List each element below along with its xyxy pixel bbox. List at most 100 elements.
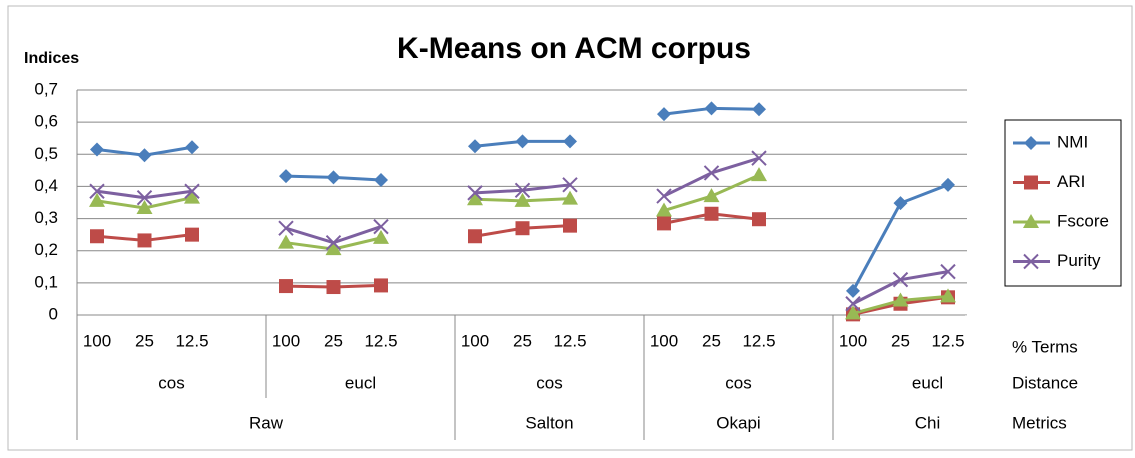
row-label: Distance [1012,373,1078,392]
marker [514,182,531,198]
y-tick-label: 0,1 [34,272,58,291]
marker [278,234,294,249]
marker [846,283,860,298]
marker [185,227,199,242]
distance-label: eucl [345,373,376,392]
metric-label: Salton [525,413,573,432]
x-tick-label: 100 [461,331,489,350]
legend-marker [1024,136,1038,150]
marker [751,167,767,182]
x-tick-label: 25 [324,331,343,350]
y-tick-label: 0,6 [34,112,58,131]
distance-label: cos [536,373,562,392]
row-label: Metrics [1012,413,1067,432]
y-tick-label: 0,5 [34,144,58,163]
row-label: % Terms [1012,337,1078,356]
metric-label: Raw [249,413,284,432]
marker [89,183,105,199]
x-tick-label: 12.5 [553,331,586,350]
y-tick-label: 0,4 [34,176,58,195]
marker [137,233,152,248]
marker [136,189,153,206]
legend-label: NMI [1057,132,1088,151]
legend-marker [1023,253,1039,270]
marker [752,212,766,227]
marker [184,189,200,204]
legend-label: Purity [1057,251,1101,270]
metric-label: Chi [915,413,941,432]
marker [278,220,294,236]
marker [374,173,388,187]
x-tick-label: 25 [891,331,910,350]
marker [373,218,389,235]
x-tick-label: 12.5 [931,331,964,350]
marker [892,271,909,288]
y-tick-label: 0 [49,304,58,323]
marker [326,280,341,295]
x-tick-label: 25 [513,331,532,350]
marker [326,170,341,185]
x-tick-label: 100 [839,331,867,350]
marker [704,206,719,221]
marker [845,296,861,312]
marker [845,305,861,320]
marker [374,278,388,293]
x-tick-label: 25 [702,331,721,350]
x-tick-label: 12.5 [175,331,208,350]
marker [752,102,766,117]
marker [468,139,482,154]
legend-marker [1024,175,1038,190]
distance-label: cos [158,373,184,392]
x-tick-label: 100 [650,331,678,350]
metric-label: Okapi [716,413,760,432]
x-tick-label: 25 [135,331,154,350]
y-tick-label: 0,2 [34,240,58,259]
marker [751,150,767,166]
chart-title: K-Means on ACM corpus [397,32,751,65]
marker [703,188,720,203]
marker [515,134,530,149]
marker [90,229,104,244]
marker [893,196,908,211]
x-tick-label: 100 [83,331,111,350]
x-tick-label: 12.5 [364,331,397,350]
marker [89,192,105,207]
x-tick-label: 12.5 [742,331,775,350]
marker [467,185,483,201]
y-tick-label: 0,7 [34,79,58,98]
marker [940,263,956,280]
marker [514,192,531,207]
marker [657,107,671,122]
marker [656,188,672,204]
marker [892,292,909,307]
marker [941,177,955,192]
marker [373,229,389,244]
marker [563,218,577,233]
marker [184,183,200,199]
legend-label: ARI [1057,172,1085,191]
legend-label: Fscore [1057,211,1109,230]
distance-label: cos [725,373,751,392]
marker [468,229,482,244]
legend [1004,119,1122,287]
x-tick-label: 100 [272,331,300,350]
distance-label: eucl [912,373,943,392]
marker [137,148,152,163]
marker [515,221,530,236]
marker [940,288,956,303]
marker [136,199,153,214]
marker [657,216,671,231]
marker [562,177,578,193]
marker [704,101,719,116]
marker [279,169,293,184]
legend-marker [1023,214,1039,228]
marker [703,165,720,181]
marker [562,190,578,205]
marker [325,241,342,256]
y-axis-label: Indices [24,50,79,67]
marker [467,191,483,206]
marker [279,279,293,294]
marker [185,140,199,155]
y-tick-label: 0,3 [34,208,58,227]
